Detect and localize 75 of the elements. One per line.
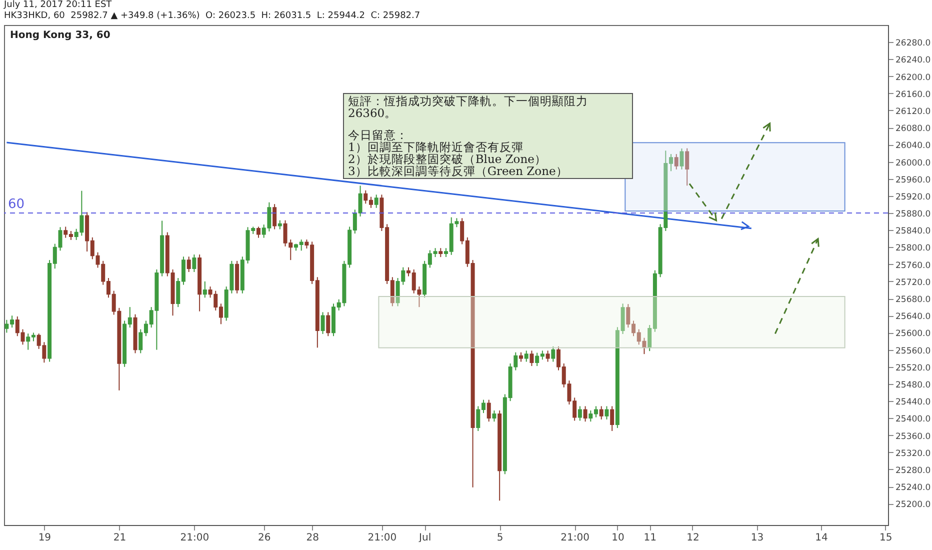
candlestick (519, 352, 524, 362)
candlestick (604, 406, 609, 420)
candlestick (610, 406, 614, 432)
text: July 11, 2017 20:11 EST (4, 0, 112, 10)
x-tick-label: 26 (258, 532, 271, 544)
y-tick-label: 25840.0 (896, 226, 931, 237)
candlestick (492, 410, 496, 422)
y-tick-label: 26000.0 (896, 158, 931, 168)
y-tick-label: 26240.0 (896, 56, 931, 66)
x-tick-label: 21:00 (560, 532, 590, 544)
candlestick (530, 350, 534, 367)
y-tick-label: 25640.0 (896, 312, 931, 322)
x-tick-label: 21:00 (368, 532, 397, 544)
y-tick-label: 25600.0 (896, 329, 931, 340)
y-tick-label: 25440.0 (896, 398, 931, 408)
annotation: 2）於現階段整固突破（Blue Zone） (348, 152, 548, 166)
candlestick (186, 256, 191, 273)
y-tick-label: 26040.0 (896, 141, 931, 152)
y-tick-label: 25200.0 (896, 500, 931, 510)
candlestick (486, 399, 491, 422)
candlestick (680, 148, 684, 170)
x-tick-label: 21 (113, 532, 126, 544)
y-tick-label: 25800.0 (896, 244, 931, 254)
text: Hong Kong 33, 60 (10, 30, 110, 41)
x-tick-label: 28 (306, 532, 319, 544)
candlestick (685, 148, 690, 186)
x-tick-label: 14 (815, 532, 828, 544)
candlestick (578, 406, 582, 422)
y-tick-label: 25680.0 (896, 295, 931, 306)
candlestick (524, 350, 528, 362)
y-tick-label: 26160.0 (896, 90, 931, 100)
y-tick-label: 25960.0 (896, 175, 931, 186)
candlestick (202, 280, 207, 298)
x-tick-label: 13 (750, 532, 764, 544)
candlestick (551, 346, 556, 362)
y-tick-label: 25760.0 (896, 260, 931, 271)
y-tick-label: 25480.0 (896, 380, 931, 390)
x-tick-label: 15 (879, 532, 892, 544)
annotation: 今日留意： (348, 128, 409, 142)
candlestick (326, 312, 330, 337)
y-tick-label: 25280.0 (896, 466, 931, 476)
y-tick-label: 25560.0 (896, 346, 931, 356)
x-tick-label: 11 (644, 532, 656, 544)
y-tick-label: 25240.0 (896, 483, 931, 494)
candlestick (674, 154, 678, 170)
annotation: 3）比較深回調等待反彈（Green Zone） (348, 164, 569, 178)
x-tick-label: 12 (686, 532, 700, 544)
y-tick-label: 26280.0 (896, 38, 931, 49)
y-tick-label: 25400.0 (896, 414, 931, 425)
y-tick-label: 25880.0 (896, 210, 931, 220)
x-tick-label: 21:00 (180, 532, 210, 544)
y-tick-label: 25920.0 (896, 192, 931, 202)
candlestick (583, 406, 588, 422)
y-tick-label: 25320.0 (896, 448, 931, 459)
annotation: 60 (8, 197, 25, 212)
x-tick-label: 5 (496, 532, 504, 544)
y-tick-label: 26120.0 (896, 106, 931, 117)
y-tick-label: 25520.0 (896, 363, 931, 374)
y-tick-label: 25720.0 (896, 278, 931, 288)
annotation: 短評：恆指成功突破下降軌。下一個明顯阻力26360。 (348, 94, 589, 120)
candlestick (192, 254, 196, 273)
x-tick-label: 10 (612, 532, 624, 544)
candlestick (599, 406, 604, 420)
candlestick (374, 194, 378, 208)
candlestick (320, 312, 325, 334)
y-tick-label: 25360.0 (896, 432, 931, 442)
y-tick-label: 26080.0 (896, 124, 931, 134)
candlestick (546, 350, 550, 362)
y-tick-label: 26200.0 (896, 72, 931, 83)
x-tick-label: 19 (38, 532, 52, 544)
annotation: 1）回調至下降軌附近會否有反彈 (348, 140, 524, 154)
candlestick (256, 226, 260, 238)
candlestick (358, 185, 362, 217)
chart-subtitle: HK33HKD, 60 25982.7 ▲ +349.8 (+1.36%) O: 26023.5 H: 26031.5 L: 25944.2 C: 25982.7 (4, 11, 420, 21)
candlestick (272, 204, 277, 230)
